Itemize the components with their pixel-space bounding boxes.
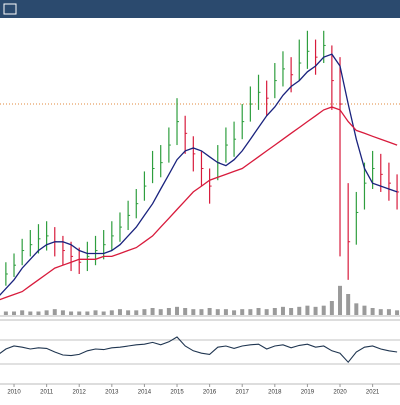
volume-bar <box>199 309 204 315</box>
volume-bar <box>69 311 74 315</box>
volume-bar <box>240 309 245 315</box>
volume-bar <box>232 310 237 315</box>
volume-bar <box>44 310 49 315</box>
volume-bar <box>313 306 318 315</box>
x-tick-label: 2013 <box>105 390 119 396</box>
volume-bar <box>362 305 367 315</box>
volume-bar <box>20 310 25 315</box>
volume-bar <box>77 311 82 315</box>
moving-average <box>0 106 398 301</box>
volume-bar <box>142 309 147 315</box>
volume-bar <box>378 309 383 315</box>
volume-bar <box>223 309 228 315</box>
volume-bar <box>321 305 326 315</box>
x-tick-label: 2016 <box>203 390 217 396</box>
volume-bar <box>12 311 17 315</box>
x-tick-label: 2012 <box>73 390 87 396</box>
volume-bar <box>354 303 359 315</box>
volume-bar <box>207 308 212 315</box>
volume-bar <box>101 311 106 315</box>
volume-bar <box>150 308 155 315</box>
volume-bar <box>329 301 334 315</box>
volume-bar <box>52 309 57 315</box>
volume-bar <box>280 306 285 315</box>
x-tick-label: 2010 <box>7 390 21 396</box>
x-tick-label: 2011 <box>40 390 54 396</box>
volume-bar <box>158 309 163 315</box>
volume-bar <box>85 311 90 315</box>
volume-bar <box>305 305 310 315</box>
header-bar <box>0 0 400 18</box>
volume-bar <box>117 309 122 315</box>
x-tick-label: 2019 <box>301 390 315 396</box>
volume-bar <box>126 310 131 315</box>
volume-bar <box>36 311 41 315</box>
volume-bar <box>264 309 269 315</box>
volume-bar <box>395 310 400 315</box>
volume-bar <box>370 308 375 315</box>
volume-bar <box>166 308 171 315</box>
x-tick-label: 2017 <box>236 390 250 396</box>
volume-bar <box>175 306 180 315</box>
volume-bar <box>248 309 253 315</box>
volume-bar <box>289 308 294 315</box>
volume-bar <box>386 309 391 315</box>
volume-bar <box>272 308 277 315</box>
volume-bar <box>215 309 220 315</box>
x-tick-label: 2018 <box>268 390 282 396</box>
volume-bar <box>93 310 98 315</box>
volume-bar <box>191 309 196 315</box>
volume-bar <box>109 310 114 315</box>
volume-bar <box>183 308 188 315</box>
volume-bar <box>28 311 33 315</box>
volume-bar <box>134 310 139 315</box>
volume-bar <box>338 285 343 315</box>
volume-bar <box>60 310 65 315</box>
x-tick-label: 2020 <box>333 390 347 396</box>
volume-bar <box>3 311 8 315</box>
moving-average <box>0 53 398 296</box>
x-tick-label: 2021 <box>366 390 380 396</box>
volume-bar <box>256 308 261 315</box>
x-tick-label: 2014 <box>138 390 152 396</box>
oscillator-line <box>0 336 398 364</box>
volume-bar <box>297 306 302 315</box>
header-icon[interactable] <box>3 3 17 15</box>
x-tick-label: 2015 <box>170 390 184 396</box>
volume-bar <box>346 294 351 315</box>
